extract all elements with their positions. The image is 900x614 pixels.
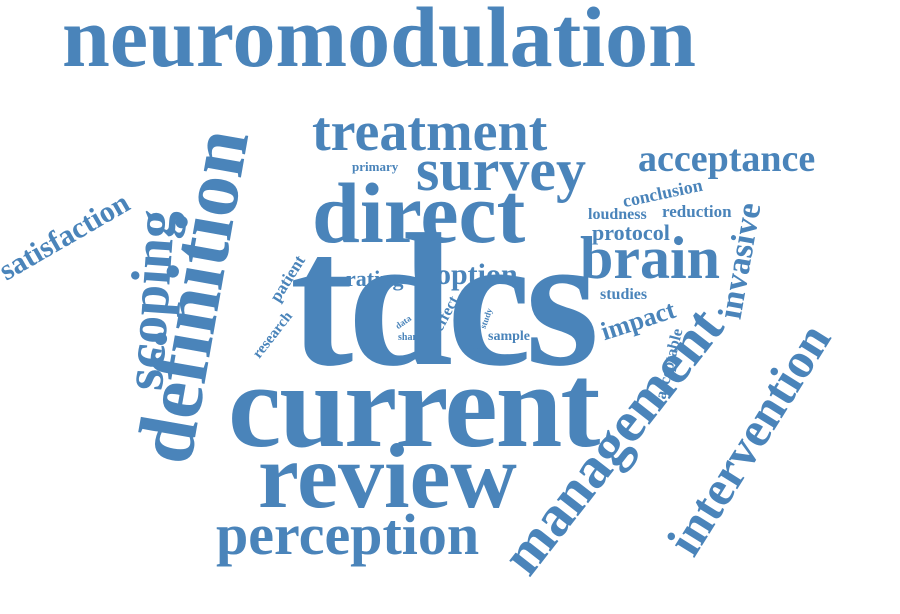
word-sample: sample: [488, 329, 530, 344]
word-protocol: protocol: [592, 220, 670, 245]
word-scoping: scoping: [113, 207, 188, 393]
word-rating: rating: [346, 266, 404, 291]
word-survey: survey: [416, 137, 586, 203]
word-direct: direct: [312, 165, 526, 261]
word-sham: sham: [398, 332, 421, 343]
word-brain: brain: [580, 225, 721, 291]
word-review: review: [258, 425, 517, 527]
word-primary: primary: [352, 159, 399, 174]
word-loudness: loudness: [588, 206, 647, 223]
word-acceptance: acceptance: [638, 138, 816, 180]
word-neuromodulation: neuromodulation: [62, 0, 696, 85]
word-current: current: [228, 339, 600, 472]
word-option: option: [436, 258, 518, 291]
word-tdcs: tdcs: [290, 196, 599, 406]
word-trial: trial: [466, 341, 483, 351]
word-treatment: treatment: [312, 101, 548, 163]
word-satisfaction: satisfaction: [0, 186, 136, 288]
word-perception: perception: [216, 502, 480, 567]
word-studies: studies: [600, 286, 648, 303]
word-reduction: reduction: [662, 202, 732, 221]
